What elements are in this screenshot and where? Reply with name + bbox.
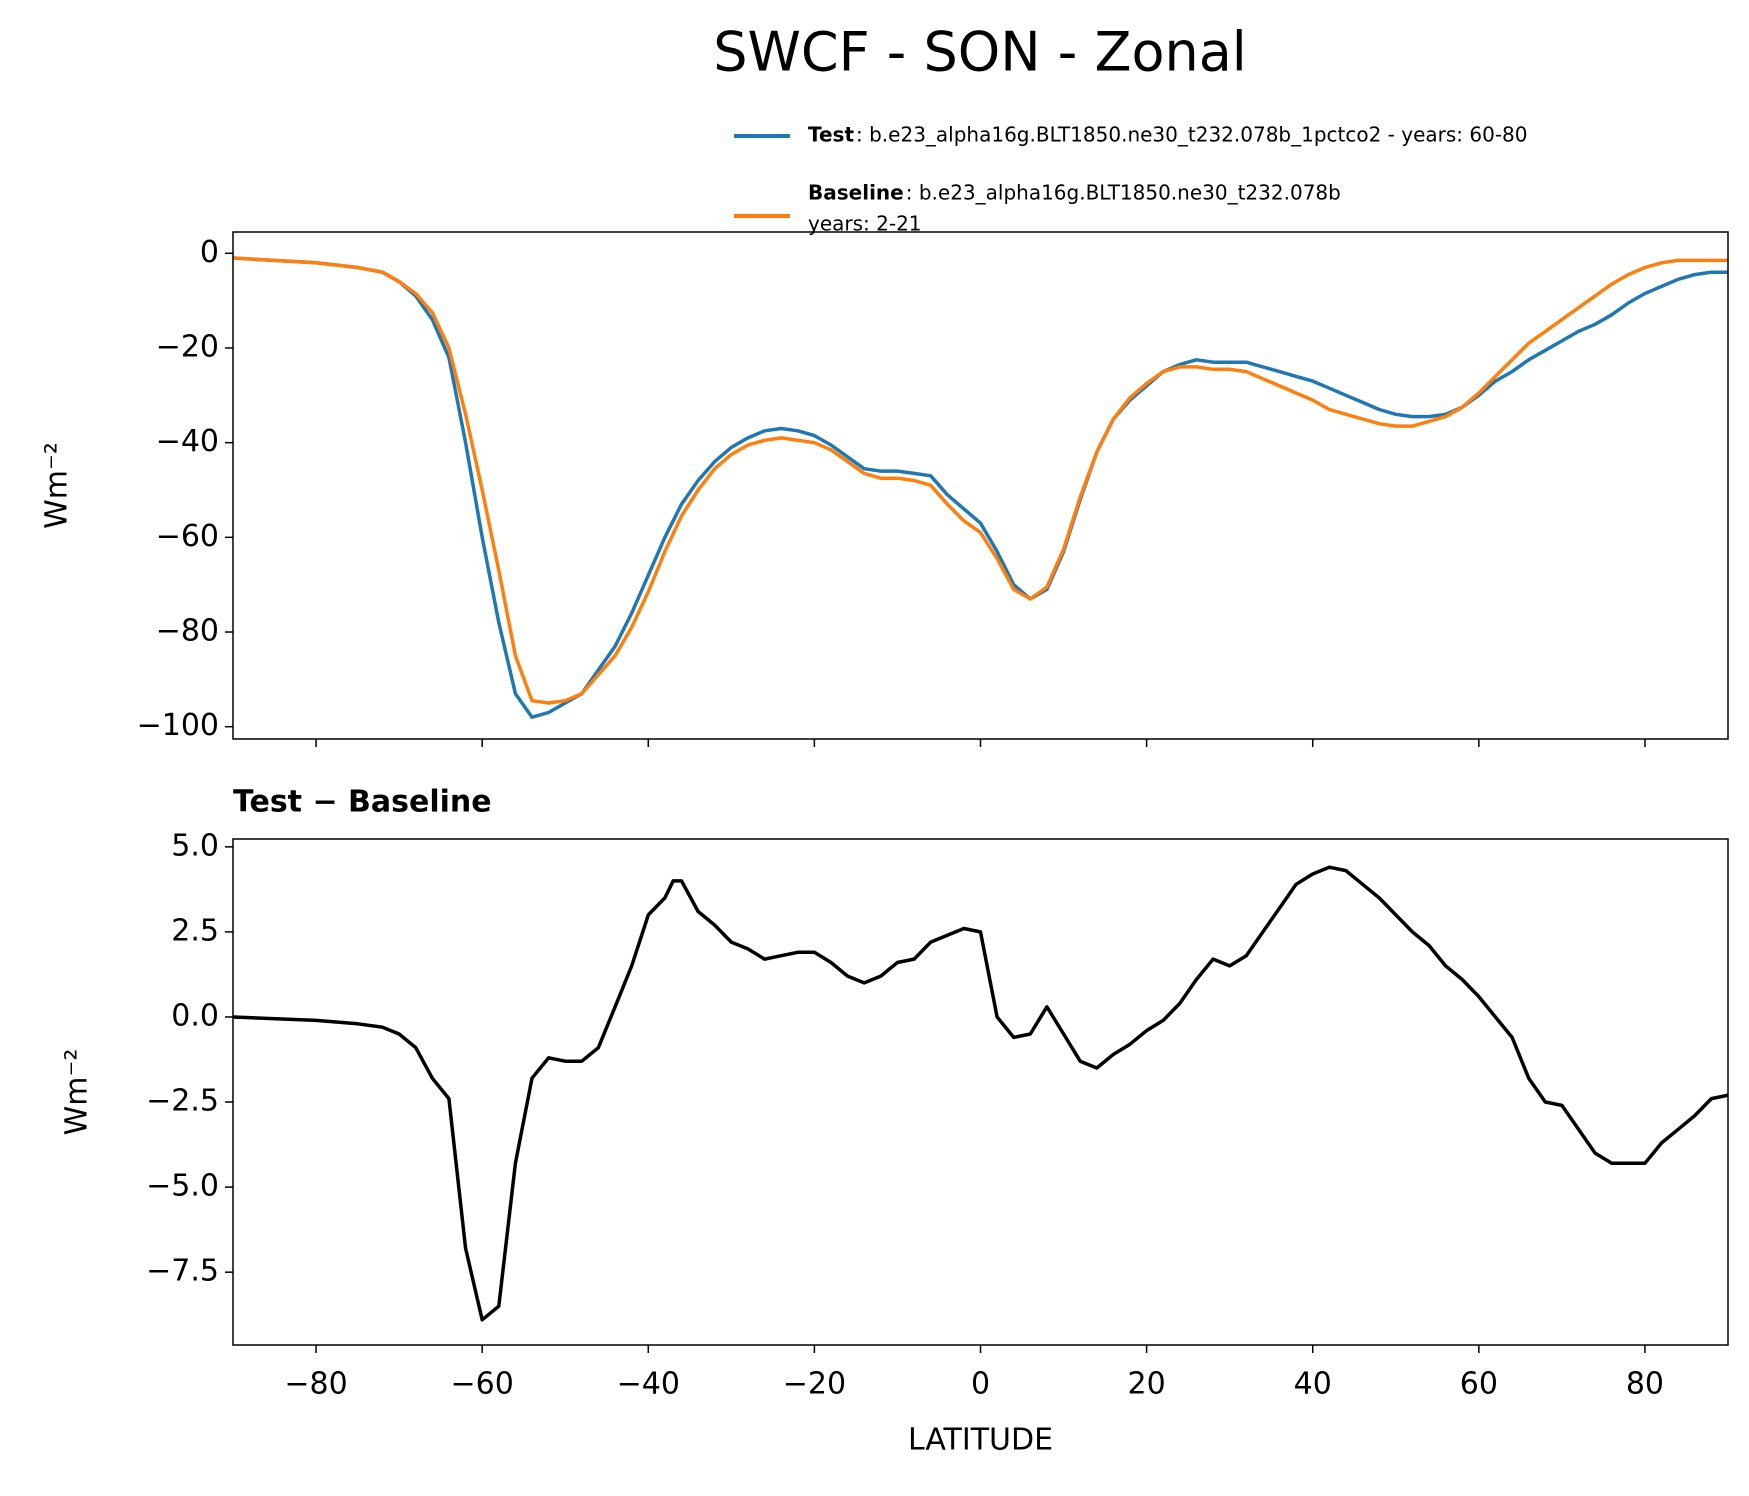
y-tick-label: −20	[156, 329, 219, 364]
legend-detail: : b.e23_alpha16g.BLT1850.ne30_t232.078b	[906, 181, 1341, 205]
axes-frame	[232, 838, 1729, 1346]
subplot-title: Test − Baseline	[233, 785, 492, 820]
y-tick-label: 0.0	[171, 998, 219, 1033]
x-tick-label: −40	[617, 1367, 680, 1402]
x-tick-label: −20	[783, 1367, 846, 1402]
data-line	[233, 256, 1728, 705]
legend-detail: years: 2-21	[808, 212, 922, 236]
y-tick-label: −80	[156, 614, 219, 649]
data-line	[233, 256, 1728, 719]
axes-frame	[232, 231, 1729, 740]
y-axis-label: Wm⁻²	[40, 442, 75, 529]
y-tick-label: −5.0	[146, 1169, 219, 1204]
figure-title: SWCF - SON - Zonal	[713, 21, 1247, 84]
x-tick-label: 80	[1626, 1367, 1664, 1402]
x-tick-label: 20	[1128, 1367, 1166, 1402]
x-axis-label: LATITUDE	[908, 1423, 1053, 1458]
y-tick-label: −60	[156, 519, 219, 554]
y-tick-label: −40	[156, 424, 219, 459]
x-tick-label: 60	[1460, 1367, 1498, 1402]
y-tick-label: 5.0	[171, 828, 219, 863]
x-tick-label: 40	[1294, 1367, 1332, 1402]
y-axis-label: Wm⁻²	[60, 1049, 95, 1136]
y-tick-label: −7.5	[146, 1254, 219, 1289]
x-tick-label: 0	[971, 1367, 990, 1402]
y-tick-label: −100	[137, 708, 219, 743]
legend-detail: : b.e23_alpha16g.BLT1850.ne30_t232.078b_…	[856, 123, 1528, 147]
y-tick-label: 2.5	[171, 913, 219, 948]
x-tick-label: −80	[284, 1367, 347, 1402]
legend-name: Test	[808, 123, 854, 147]
y-tick-label: −2.5	[146, 1084, 219, 1119]
x-tick-label: −60	[451, 1367, 514, 1402]
data-line	[233, 865, 1728, 1322]
legend-name: Baseline	[808, 181, 904, 205]
y-tick-label: 0	[200, 235, 219, 270]
